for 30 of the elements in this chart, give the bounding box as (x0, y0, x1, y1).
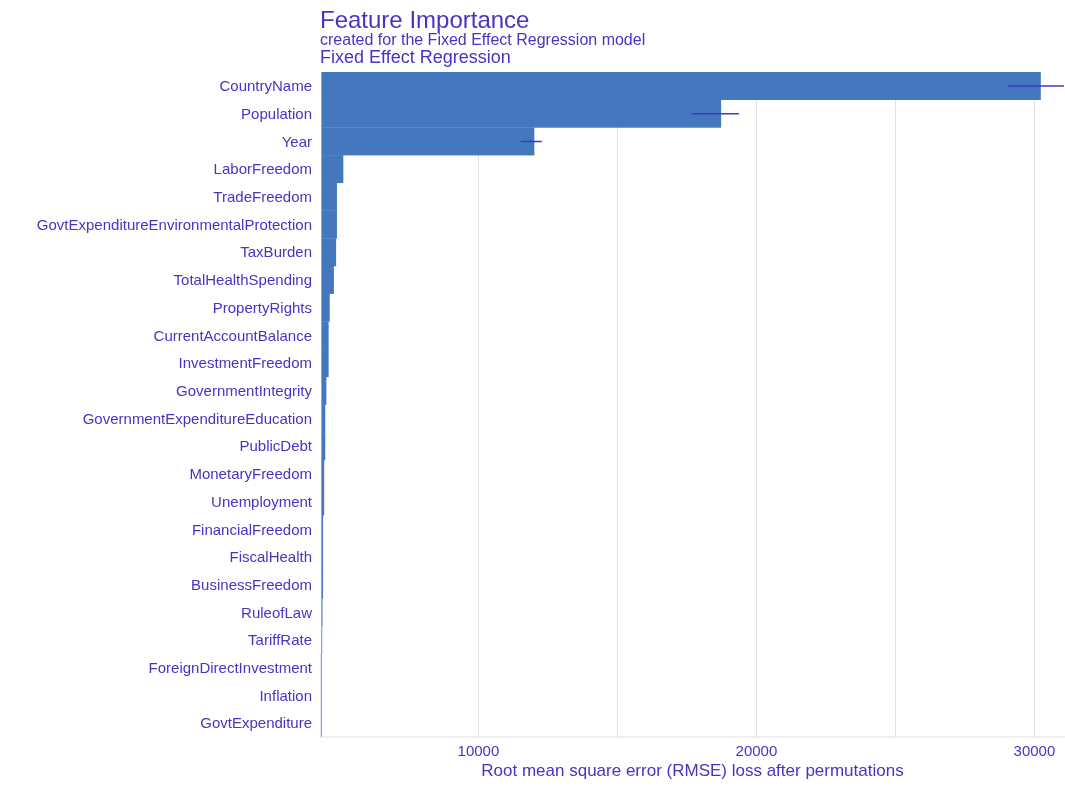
y-tick-label: MonetaryFreedom (189, 465, 312, 483)
x-axis-title: Root mean square error (RMSE) loss after permutations (481, 761, 904, 780)
y-tick-label: Inflation (259, 686, 312, 704)
y-tick-label: PropertyRights (212, 298, 312, 316)
y-tick-label: BusinessFreedom (191, 575, 312, 593)
y-tick-label: LaborFreedom (213, 160, 312, 178)
y-tick-label: TaxBurden (240, 243, 312, 261)
y-tick-label: CurrentAccountBalance (153, 326, 312, 344)
y-tick-label: TariffRate (248, 631, 312, 649)
y-tick-label: FinancialFreedom (191, 520, 312, 538)
y-tick-label: PublicDebt (239, 437, 313, 455)
y-tick-label: CountryName (219, 77, 312, 95)
x-tick-label: 10000 (457, 741, 500, 759)
y-tick-label: ForeignDirectInvestment (148, 659, 313, 677)
chart-title: Feature Importance (320, 6, 531, 33)
y-tick-label: GovtExpenditureEnvironmentalProtection (36, 215, 312, 233)
y-tick-label: TradeFreedom (213, 188, 312, 206)
y-tick-label: GovernmentIntegrity (176, 381, 313, 399)
y-tick-label: InvestmentFreedom (178, 354, 312, 372)
y-tick-label: RuleofLaw (241, 603, 313, 621)
y-tick-label: GovernmentExpenditureEducation (82, 409, 312, 427)
y-tick-label: Year (281, 132, 312, 150)
text: Fixed Effect Regression (320, 47, 512, 67)
y-tick-label: FiscalHealth (229, 548, 312, 566)
x-tick-label: 20000 (735, 741, 778, 759)
y-tick-label: GovtExpenditure (200, 714, 312, 732)
y-tick-label: TotalHealthSpending (173, 271, 312, 289)
y-tick-label: Population (241, 104, 312, 122)
y-tick-label: Unemployment (211, 492, 313, 510)
x-tick-label: 30000 (1013, 741, 1056, 759)
